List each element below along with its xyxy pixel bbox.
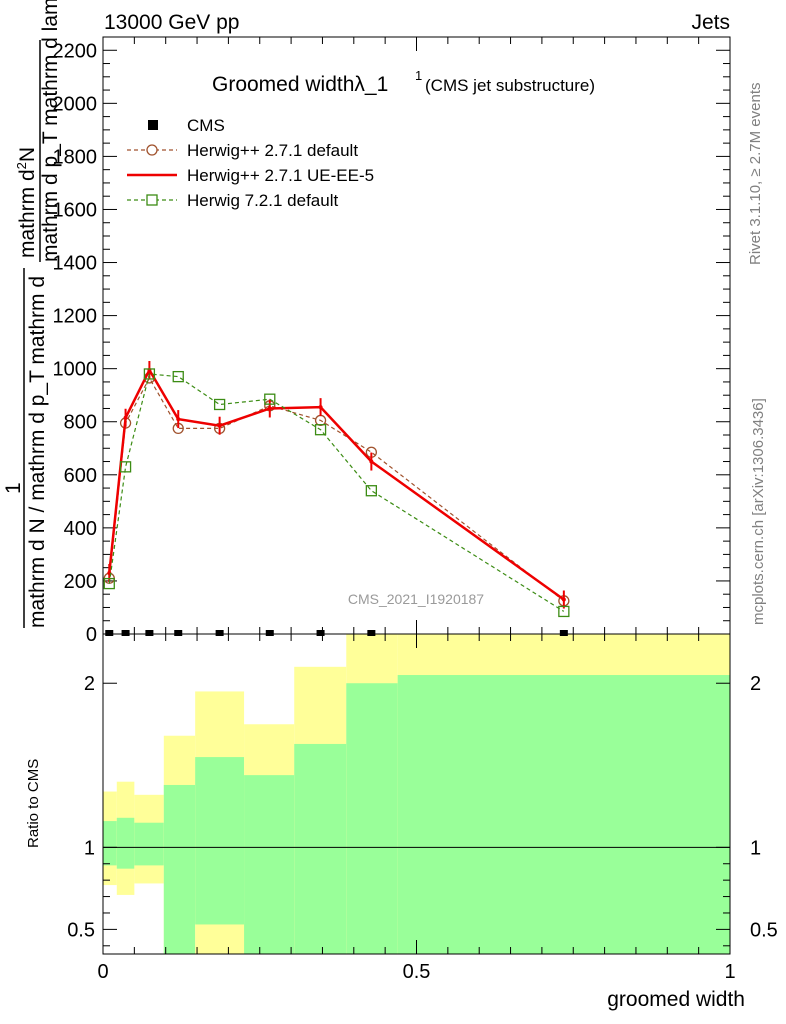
header-right: Jets	[691, 11, 730, 34]
herwig72-point	[213, 398, 226, 411]
ratio-y-tick-label: 0.5	[67, 919, 95, 941]
ylabel-line1: mathrm d2N	[14, 147, 39, 258]
rivet-label: Rivet 3.1.10, ≥ 2.7M events	[747, 83, 764, 266]
ratio-band-inner	[195, 757, 245, 925]
ylabel-one: 1	[2, 482, 25, 494]
ratio-band-inner	[397, 675, 730, 954]
main-y-tick-label: 1800	[53, 146, 98, 168]
herwig72-point	[365, 485, 378, 497]
legend-label: Herwig++ 2.7.1 default	[187, 141, 358, 160]
herwig-ueee5-point	[176, 417, 181, 422]
cms-data-point	[265, 630, 274, 636]
cms-data-point	[121, 630, 130, 636]
main-y-tick-label: 1400	[53, 253, 98, 275]
main-y-tick-label: 1000	[53, 359, 98, 381]
cms-data-point	[145, 630, 154, 636]
x-tick-label: 0.5	[403, 961, 431, 983]
main-y-tick-label: 2000	[53, 93, 98, 115]
ratio-y-tick-label: 1	[84, 837, 95, 859]
series-line-herwig-ueee5	[108, 367, 565, 601]
header-left: 13000 GeV pp	[104, 11, 239, 34]
cms-data-point	[367, 630, 376, 636]
main-y-tick-label: 800	[64, 412, 97, 434]
ratio-band-inner	[116, 817, 135, 869]
main-y-tick-label: 600	[64, 465, 97, 487]
watermark: CMS_2021_I1920187	[348, 591, 484, 607]
series-line-herwig72	[108, 373, 565, 612]
ratio-y-tick-label-right: 0.5	[750, 919, 778, 941]
herwig-ueee5-point	[267, 406, 272, 411]
herwig72-point	[314, 424, 327, 436]
ratio-band-inner	[134, 822, 164, 866]
ylabel-line3: mathrm d N / mathrm d p_T mathrm d	[26, 276, 49, 628]
main-y-tick-label: 200	[64, 571, 97, 593]
legend-marker-herwig72	[146, 194, 158, 206]
ratio-band-inner	[294, 743, 347, 954]
cms-data-point	[174, 630, 183, 636]
x-tick-label: 0	[97, 961, 108, 983]
main-y-tick-label: 0	[86, 624, 97, 646]
ratio-band-inner	[103, 821, 117, 866]
herwig-ueee5-point	[369, 459, 374, 464]
ratio-band-inner	[346, 683, 398, 954]
herwig-ueee5-point	[217, 423, 222, 428]
main-y-axis-label: mathrm d2N mathrm d p_T mathrm d lambda …	[2, 0, 62, 628]
legend: CMS Herwig++ 2.7.1 default Herwig++ 2.7.1 …	[127, 116, 374, 210]
herwig72-point	[264, 393, 276, 405]
main-y-tick-label: 2200	[53, 40, 98, 62]
series-layer	[103, 360, 570, 636]
ratio-y-label: Ratio to CMS	[25, 759, 42, 848]
herwig-ueee5-point	[318, 405, 323, 410]
plot-title-main: Groomed widthλ_1	[212, 73, 388, 96]
herwig72-point	[558, 605, 570, 618]
cms-data-point	[559, 630, 568, 636]
main-y-tick-label: 400	[64, 518, 97, 540]
legend-label: Herwig 7.2.1 default	[187, 191, 338, 210]
ratio-y-axis: 0.5 0.5 1 1 2 2	[67, 673, 778, 947]
x-tick-label: 1	[724, 961, 735, 983]
main-y-tick-label: 1200	[53, 306, 98, 328]
ratio-y-tick-label-right: 1	[750, 837, 761, 859]
plot-title: Groomed widthλ_1 1 (CMS jet substructure…	[212, 68, 595, 96]
legend-label: Herwig++ 2.7.1 UE-EE-5	[187, 166, 374, 185]
herwig72-point	[103, 577, 115, 590]
ratio-band-inner	[163, 784, 196, 954]
ylabel-line2: mathrm d p_T mathrm d lambda	[39, 0, 62, 262]
herwig72-point	[143, 368, 156, 380]
cms-data-point	[215, 630, 224, 636]
ratio-y-tick-label-right: 2	[750, 673, 761, 695]
main-y-tick-label: 1600	[53, 199, 98, 221]
x-axis: 0 0.5 1	[97, 37, 736, 983]
herwig-ueee5-point	[123, 415, 128, 420]
ratio-band-inner	[244, 775, 295, 954]
cms-data-point	[316, 630, 325, 636]
main-y-axis: 0 200 400 600 800 1000 1200 1400 1600 1800 2000 220…	[53, 36, 730, 646]
herwig72-point	[119, 461, 132, 473]
legend-label: CMS	[187, 116, 225, 135]
legend-marker-cms	[148, 120, 158, 130]
herwig72-point	[172, 370, 184, 383]
ratio-y-tick-label: 2	[84, 673, 95, 695]
cms-data-point	[105, 630, 114, 636]
plot-title-sub: (CMS jet substructure)	[425, 76, 595, 95]
herwig-ueee5-point	[561, 597, 566, 602]
mcplots-label: mcplots.cern.ch [arXiv:1306.3436]	[750, 398, 767, 625]
x-axis-label: groomed width	[607, 988, 745, 1011]
ratio-bands	[103, 634, 730, 954]
plot-title-superscript: 1	[415, 68, 422, 83]
legend-marker-herwig-default	[146, 144, 158, 156]
